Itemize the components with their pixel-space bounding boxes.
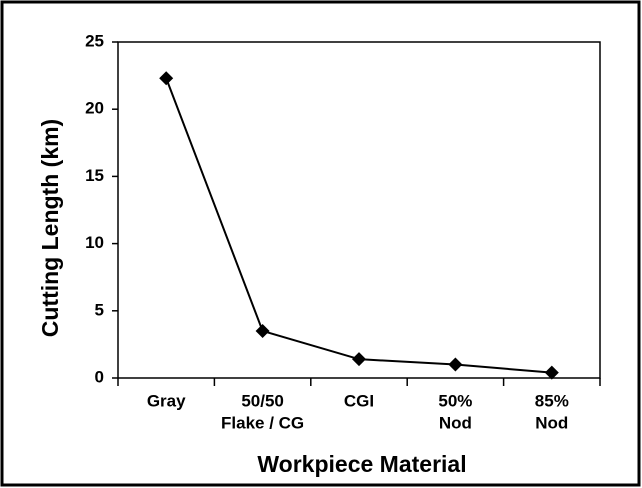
x-tick-label: 50/50 [241,391,284,410]
x-tick-label: CGI [344,391,374,410]
x-tick-label: Nod [439,413,472,432]
y-tick-label: 10 [85,233,104,252]
marker [159,71,174,86]
marker [352,352,366,367]
y-tick-label: 0 [95,367,104,386]
x-axis-label: Workpiece Material [257,451,466,477]
plot-area [117,41,601,379]
x-tick-label: 85% [535,391,569,410]
y-tick-label: 25 [85,31,104,50]
x-tick-label: Nod [535,413,568,432]
marker [544,365,559,380]
y-axis-label: Cutting Length (km) [37,119,63,337]
x-tick-label: Flake / CG [221,413,304,432]
y-tick-label: 15 [85,166,104,185]
marker [255,323,270,338]
y-tick-label: 5 [95,300,104,319]
x-tick-label: Gray [147,391,186,410]
y-tick-label: 20 [85,99,104,118]
x-tick-label: 50% [438,391,472,410]
marker [448,357,463,372]
